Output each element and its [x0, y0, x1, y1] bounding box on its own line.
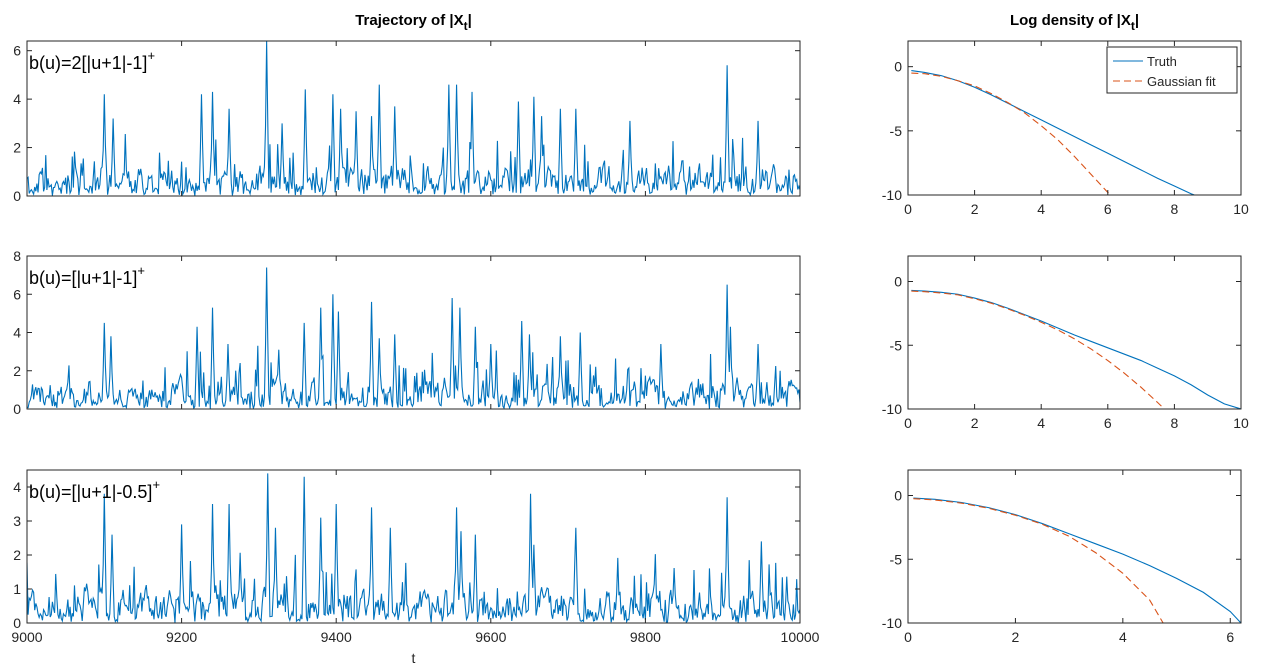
y-tick-label: 0	[13, 401, 21, 417]
x-tick-label: 9400	[321, 629, 352, 645]
y-tick-label: 0	[13, 615, 21, 631]
axes-frame	[907, 255, 1242, 410]
y-tick-label: 2	[13, 140, 21, 156]
y-tick-label: -10	[882, 401, 902, 417]
x-tick-label: 10	[1233, 201, 1249, 217]
x-tick-label: 2	[971, 201, 979, 217]
axes-frame	[907, 469, 1242, 624]
annotation-drift: b(u)=[|u+1|-1]+	[29, 263, 145, 288]
series-dens2-truth	[911, 289, 1241, 409]
chart-dens3: 0 2 4 6 -10 -5 0	[882, 469, 1242, 645]
x-tick-label: 2	[971, 415, 979, 431]
x-tick-label: 6	[1104, 415, 1112, 431]
y-tick-label: -10	[882, 187, 902, 203]
legend-box	[1106, 46, 1238, 94]
x-tick-label: 9600	[475, 629, 506, 645]
y-tick-label: 6	[13, 43, 21, 59]
axes-frame	[26, 469, 801, 624]
axes-frame	[907, 40, 1242, 196]
y-tick-label: 3	[13, 513, 21, 529]
y-tick-label: 0	[894, 488, 902, 504]
annotation-drift: b(u)=[|u+1|-0.5]+	[29, 477, 160, 502]
y-tick-label: -5	[890, 551, 903, 567]
legend: Truth Gaussian fit	[1106, 46, 1238, 94]
x-tick-label: 9200	[166, 629, 197, 645]
series-dens3-truth	[913, 497, 1241, 623]
figure-layer: 0 2 4 6 Trajectory of |Xt| b(u)=2[|u+1|-1]+ 0 2…	[11, 12, 1249, 666]
y-tick-label: -5	[890, 123, 903, 139]
series-dens1-gaussian-fit	[911, 72, 1112, 195]
x-tick-label: 0	[904, 629, 912, 645]
x-tick-label: 4	[1037, 415, 1045, 431]
y-tick-label: 2	[13, 547, 21, 563]
x-tick-label: 9000	[11, 629, 42, 645]
chart-title: Log density of |Xt|	[1010, 12, 1139, 33]
series-dens3-gaussian-fit	[913, 498, 1164, 623]
x-tick-label: 9800	[630, 629, 661, 645]
y-tick-label: 1	[13, 581, 21, 597]
x-tick-label: 10	[1233, 415, 1249, 431]
x-tick-label: 6	[1104, 201, 1112, 217]
axes-frame	[26, 40, 801, 197]
series-traj2-0	[27, 267, 800, 409]
y-tick-label: 6	[13, 286, 21, 302]
series-traj3-0	[27, 473, 800, 623]
chart-dens1: 0 2 4 6 8 10 -10 -5 0 Log density of |Xt| Truth Gau…	[882, 12, 1249, 217]
x-axis-label: t	[412, 650, 416, 666]
x-tick-label: 0	[904, 201, 912, 217]
y-tick-label: 8	[13, 248, 21, 264]
x-tick-label: 2	[1012, 629, 1020, 645]
chart-title: Trajectory of |Xt|	[355, 12, 472, 33]
x-tick-label: 0	[904, 415, 912, 431]
x-tick-label: 8	[1171, 201, 1179, 217]
y-tick-label: 4	[13, 479, 21, 495]
x-tick-label: 10000	[781, 629, 820, 645]
legend-entry: Gaussian fit	[1147, 74, 1216, 89]
series-traj1-0	[27, 41, 800, 196]
y-tick-label: -10	[882, 615, 902, 631]
legend-entry: Truth	[1147, 54, 1177, 69]
y-tick-label: 4	[13, 325, 21, 341]
y-tick-label: -5	[890, 337, 903, 353]
chart-traj2: 0 2 4 6 8 b(u)=[|u+1|-1]+	[13, 248, 801, 417]
x-tick-label: 4	[1037, 201, 1045, 217]
y-tick-label: 4	[13, 91, 21, 107]
y-tick-label: 0	[894, 59, 902, 75]
x-tick-label: 8	[1171, 415, 1179, 431]
chart-dens2: 0 2 4 6 8 10 -10 -5 0	[882, 255, 1249, 431]
chart-traj3: 9000 9200 9400 9600 9800 10000 0 1 2 3 4 t b(u)=[|u+…	[11, 469, 820, 666]
y-tick-label: 2	[13, 363, 21, 379]
annotation-drift: b(u)=2[|u+1|-1]+	[29, 48, 155, 73]
y-tick-label: 0	[894, 274, 902, 290]
x-tick-label: 6	[1226, 629, 1234, 645]
series-dens2-gaussian-fit	[911, 290, 1165, 409]
y-tick-label: 0	[13, 188, 21, 204]
x-tick-label: 4	[1119, 629, 1127, 645]
chart-traj1: 0 2 4 6 Trajectory of |Xt| b(u)=2[|u+1|-1]+	[13, 12, 801, 204]
